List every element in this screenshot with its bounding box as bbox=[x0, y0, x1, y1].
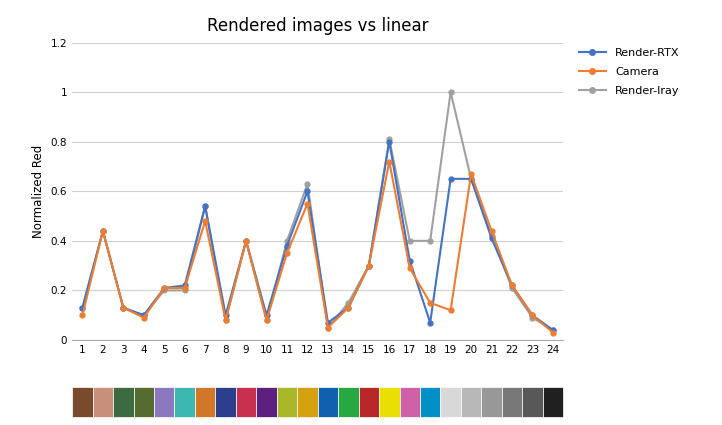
Render-RTX bbox=[365, 263, 373, 268]
Render-RTX bbox=[119, 305, 128, 310]
Camera bbox=[405, 266, 414, 271]
Render-RTX bbox=[303, 189, 312, 194]
Render-Iray bbox=[303, 181, 312, 187]
Render-RTX bbox=[283, 243, 292, 248]
Render-RTX bbox=[201, 204, 209, 209]
Render-Iray bbox=[487, 233, 496, 238]
Camera bbox=[528, 313, 536, 318]
Render-Iray bbox=[323, 325, 332, 330]
Line: Render-Iray: Render-Iray bbox=[80, 90, 555, 332]
Render-RTX bbox=[385, 139, 393, 144]
Y-axis label: Normalized Red: Normalized Red bbox=[32, 144, 45, 238]
Render-Iray bbox=[528, 315, 536, 320]
Render-RTX bbox=[78, 305, 87, 310]
Title: Rendered images vs linear: Rendered images vs linear bbox=[207, 17, 428, 35]
Camera bbox=[385, 159, 393, 164]
Render-Iray bbox=[365, 263, 373, 268]
Camera bbox=[487, 228, 496, 233]
Render-Iray bbox=[385, 137, 393, 142]
Render-Iray bbox=[508, 286, 516, 291]
Camera bbox=[242, 238, 251, 244]
Render-Iray bbox=[221, 317, 230, 323]
Render-RTX bbox=[180, 283, 189, 288]
Render-RTX bbox=[528, 313, 536, 318]
Render-RTX bbox=[405, 258, 414, 263]
Camera bbox=[78, 313, 87, 318]
Render-RTX bbox=[139, 313, 148, 318]
Camera bbox=[119, 305, 128, 310]
Render-Iray bbox=[180, 288, 189, 293]
Render-RTX bbox=[262, 313, 271, 318]
Render-Iray bbox=[262, 317, 271, 323]
Camera bbox=[466, 171, 475, 176]
Render-Iray bbox=[344, 300, 353, 305]
Camera bbox=[221, 317, 230, 323]
Render-RTX bbox=[98, 228, 107, 233]
Camera bbox=[446, 308, 455, 313]
Render-RTX bbox=[221, 313, 230, 318]
Legend: Render-RTX, Camera, Render-Iray: Render-RTX, Camera, Render-Iray bbox=[578, 48, 679, 96]
Camera bbox=[201, 218, 209, 224]
Camera bbox=[323, 325, 332, 330]
Render-Iray bbox=[160, 288, 169, 293]
Render-Iray bbox=[405, 238, 414, 244]
Render-Iray bbox=[466, 176, 475, 181]
Render-Iray bbox=[98, 228, 107, 233]
Render-RTX bbox=[323, 320, 332, 325]
Render-RTX bbox=[426, 320, 435, 325]
Render-RTX bbox=[160, 286, 169, 291]
Camera bbox=[344, 305, 353, 310]
Render-Iray bbox=[283, 238, 292, 244]
Render-Iray bbox=[446, 90, 455, 95]
Render-Iray bbox=[201, 204, 209, 209]
Camera bbox=[549, 330, 557, 335]
Camera bbox=[160, 286, 169, 291]
Render-Iray bbox=[426, 238, 435, 244]
Render-RTX bbox=[446, 176, 455, 181]
Camera bbox=[98, 228, 107, 233]
Render-RTX bbox=[466, 176, 475, 181]
Render-Iray bbox=[78, 305, 87, 310]
Render-Iray bbox=[549, 328, 557, 333]
Render-RTX bbox=[487, 236, 496, 241]
Camera bbox=[365, 263, 373, 268]
Camera bbox=[262, 317, 271, 323]
Camera bbox=[508, 283, 516, 288]
Render-RTX bbox=[549, 328, 557, 333]
Camera bbox=[303, 201, 312, 206]
Render-RTX bbox=[242, 238, 251, 244]
Render-Iray bbox=[242, 238, 251, 244]
Render-Iray bbox=[119, 305, 128, 310]
Line: Render-RTX: Render-RTX bbox=[80, 139, 555, 332]
Render-RTX bbox=[508, 283, 516, 288]
Line: Camera: Camera bbox=[80, 159, 555, 335]
Camera bbox=[180, 286, 189, 291]
Camera bbox=[283, 251, 292, 256]
Camera bbox=[139, 315, 148, 320]
Camera bbox=[426, 300, 435, 305]
Render-Iray bbox=[139, 313, 148, 318]
Render-RTX bbox=[344, 305, 353, 310]
